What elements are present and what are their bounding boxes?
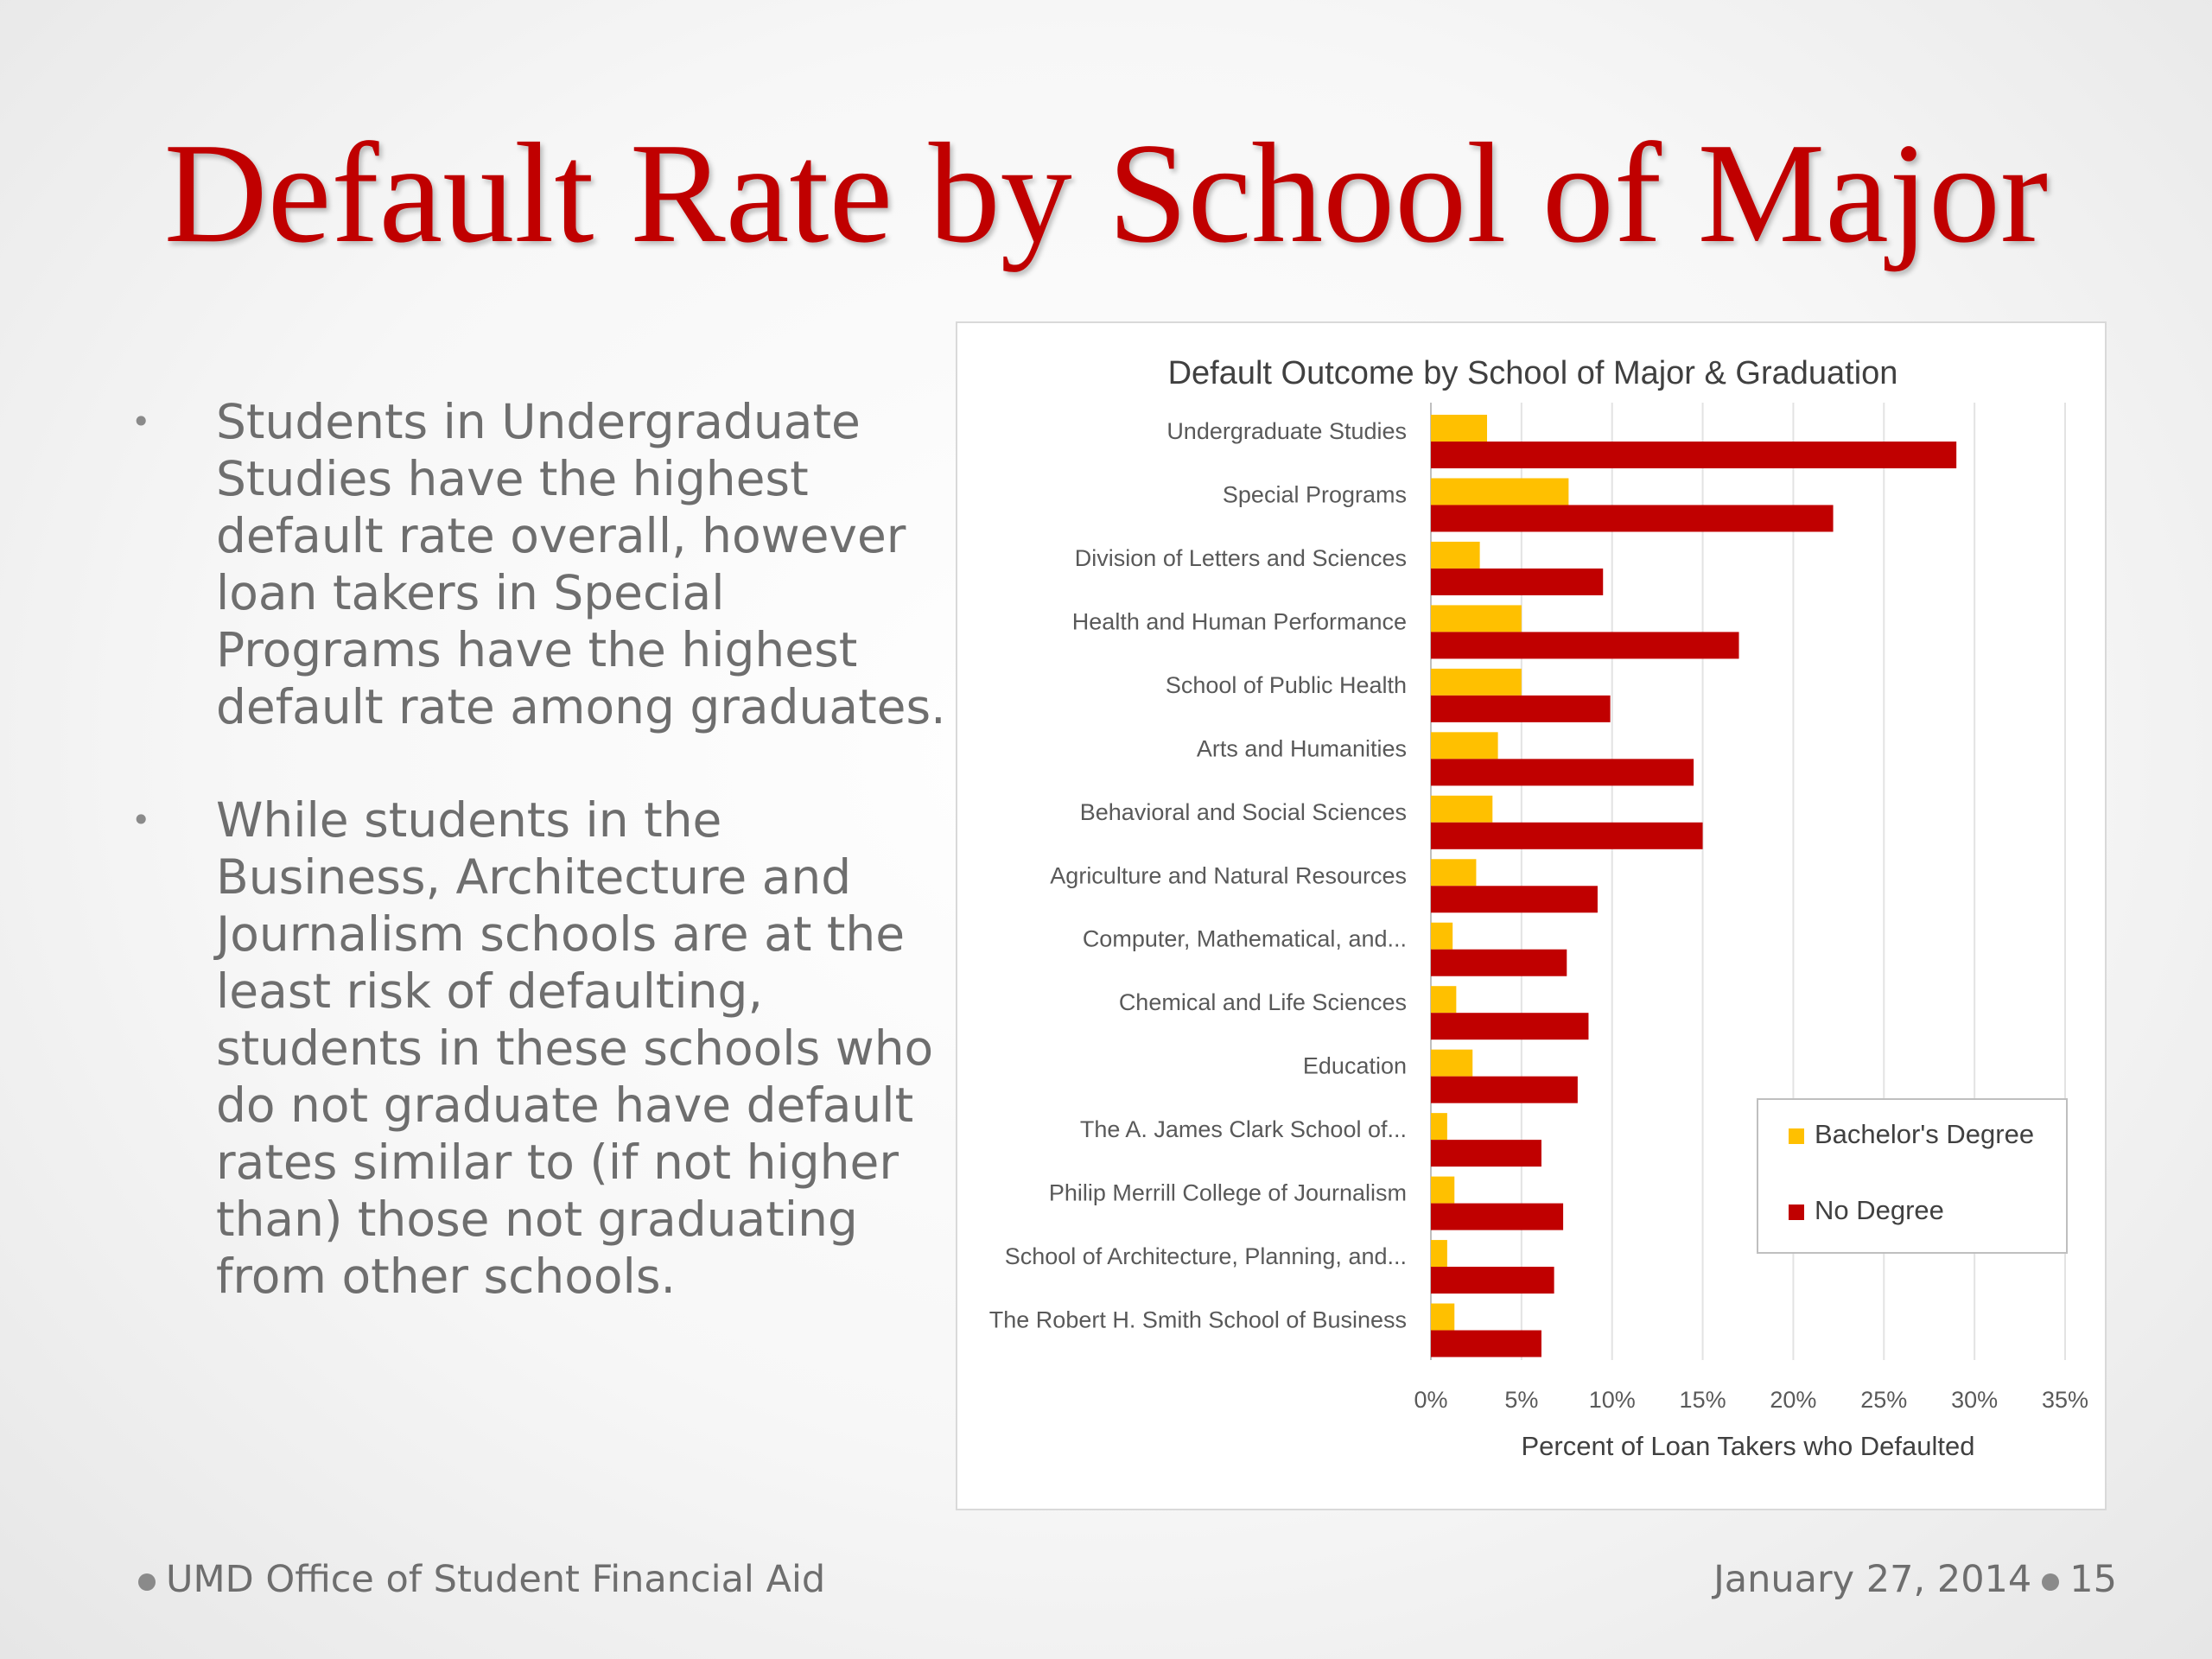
x-tick-label: 5% [1504, 1387, 1538, 1413]
bar-no-degree [1431, 886, 1598, 913]
bullet-text: While students in the Business, Architec… [216, 792, 934, 1304]
bar-no-degree [1431, 505, 1834, 532]
category-label: Undergraduate Studies [1166, 418, 1407, 444]
x-tick-label: 25% [1860, 1387, 1907, 1413]
bar-no-degree [1431, 1140, 1541, 1167]
x-tick-label: 10% [1589, 1387, 1636, 1413]
bar-bachelors [1431, 541, 1480, 569]
bar-bachelors [1431, 478, 1569, 505]
footer-dot-right [2042, 1573, 2060, 1591]
bar-no-degree [1431, 1203, 1564, 1230]
bar-bachelors [1431, 1176, 1455, 1204]
category-label: Special Programs [1223, 481, 1407, 507]
bar-no-degree [1431, 442, 1957, 468]
category-label: The A. James Clark School of... [1080, 1116, 1407, 1142]
x-tick-label: 0% [1414, 1387, 1447, 1413]
bar-chart: Default Outcome by School of Major & Gra… [989, 355, 2088, 1461]
bullet-text: Students in Undergraduate Studies have t… [216, 394, 946, 734]
bar-bachelors [1431, 415, 1488, 442]
legend-label: Bachelor's Degree [1815, 1119, 2034, 1149]
bar-no-degree [1431, 695, 1611, 722]
category-label: Chemical and Life Sciences [1119, 989, 1407, 1015]
category-label: Philip Merrill College of Journalism [1049, 1180, 1407, 1206]
category-label: Agriculture and Natural Resources [1050, 862, 1407, 888]
x-tick-label: 30% [1951, 1387, 1998, 1413]
legend-label: No Degree [1815, 1195, 1944, 1225]
page-number: 15 [2069, 1558, 2117, 1601]
bullet-marker: • [131, 403, 151, 441]
x-axis-label: Percent of Loan Takers who Defaulted [1521, 1431, 1974, 1461]
chart-panel: Default Outcome by School of Major & Gra… [956, 321, 2107, 1510]
bar-bachelors [1431, 1303, 1455, 1331]
category-label: Education [1303, 1053, 1407, 1079]
legend-box [1757, 1098, 2068, 1254]
category-label: School of Architecture, Planning, and... [1005, 1243, 1407, 1269]
bar-no-degree [1431, 759, 1694, 786]
category-label: School of Public Health [1166, 672, 1407, 698]
bar-bachelors [1431, 1049, 1473, 1077]
category-label: Division of Letters and Sciences [1075, 545, 1407, 571]
bar-bachelors [1431, 922, 1453, 950]
bullet-list: • Students in Undergraduate Studies have… [121, 393, 950, 1361]
footer-right: January 27, 2014 15 [1713, 1558, 2117, 1601]
slide-title: Default Rate by School of Major [163, 113, 2049, 272]
bar-no-degree [1431, 568, 1604, 595]
chart-title: Default Outcome by School of Major & Gra… [1168, 355, 1898, 391]
legend-swatch [1789, 1128, 1804, 1144]
bar-bachelors [1431, 605, 1522, 632]
bar-bachelors [1431, 1113, 1447, 1141]
x-tick-label: 15% [1680, 1387, 1726, 1413]
x-tick-label: 35% [2042, 1387, 2088, 1413]
bullet-item: • While students in the Business, Archit… [121, 791, 950, 1305]
category-label: Computer, Mathematical, and... [1083, 926, 1407, 952]
bullet-marker: • [131, 801, 151, 839]
footer-left: UMD Office of Student Financial Aid [138, 1558, 825, 1601]
bullet-item: • Students in Undergraduate Studies have… [121, 393, 950, 735]
category-label: Arts and Humanities [1197, 735, 1407, 761]
bar-no-degree [1431, 822, 1703, 849]
bar-bachelors [1431, 1240, 1447, 1268]
bar-no-degree [1431, 1267, 1554, 1294]
bar-bachelors [1431, 986, 1457, 1014]
footer-dot-left [138, 1573, 156, 1591]
bar-bachelors [1431, 732, 1498, 760]
category-label: Health and Human Performance [1072, 608, 1407, 634]
category-label: The Robert H. Smith School of Business [989, 1307, 1407, 1333]
bar-no-degree [1431, 1076, 1578, 1103]
x-tick-label: 20% [1770, 1387, 1816, 1413]
bar-bachelors [1431, 795, 1493, 823]
bar-no-degree [1431, 1330, 1541, 1357]
category-label: Behavioral and Social Sciences [1080, 799, 1407, 825]
footer-date: January 27, 2014 [1713, 1558, 2032, 1601]
bar-bachelors [1431, 668, 1522, 696]
footer-organization: UMD Office of Student Financial Aid [166, 1558, 826, 1601]
legend-swatch [1789, 1205, 1804, 1220]
bar-no-degree [1431, 949, 1567, 976]
bar-no-degree [1431, 632, 1739, 659]
bar-bachelors [1431, 859, 1477, 887]
bar-no-degree [1431, 1013, 1589, 1040]
